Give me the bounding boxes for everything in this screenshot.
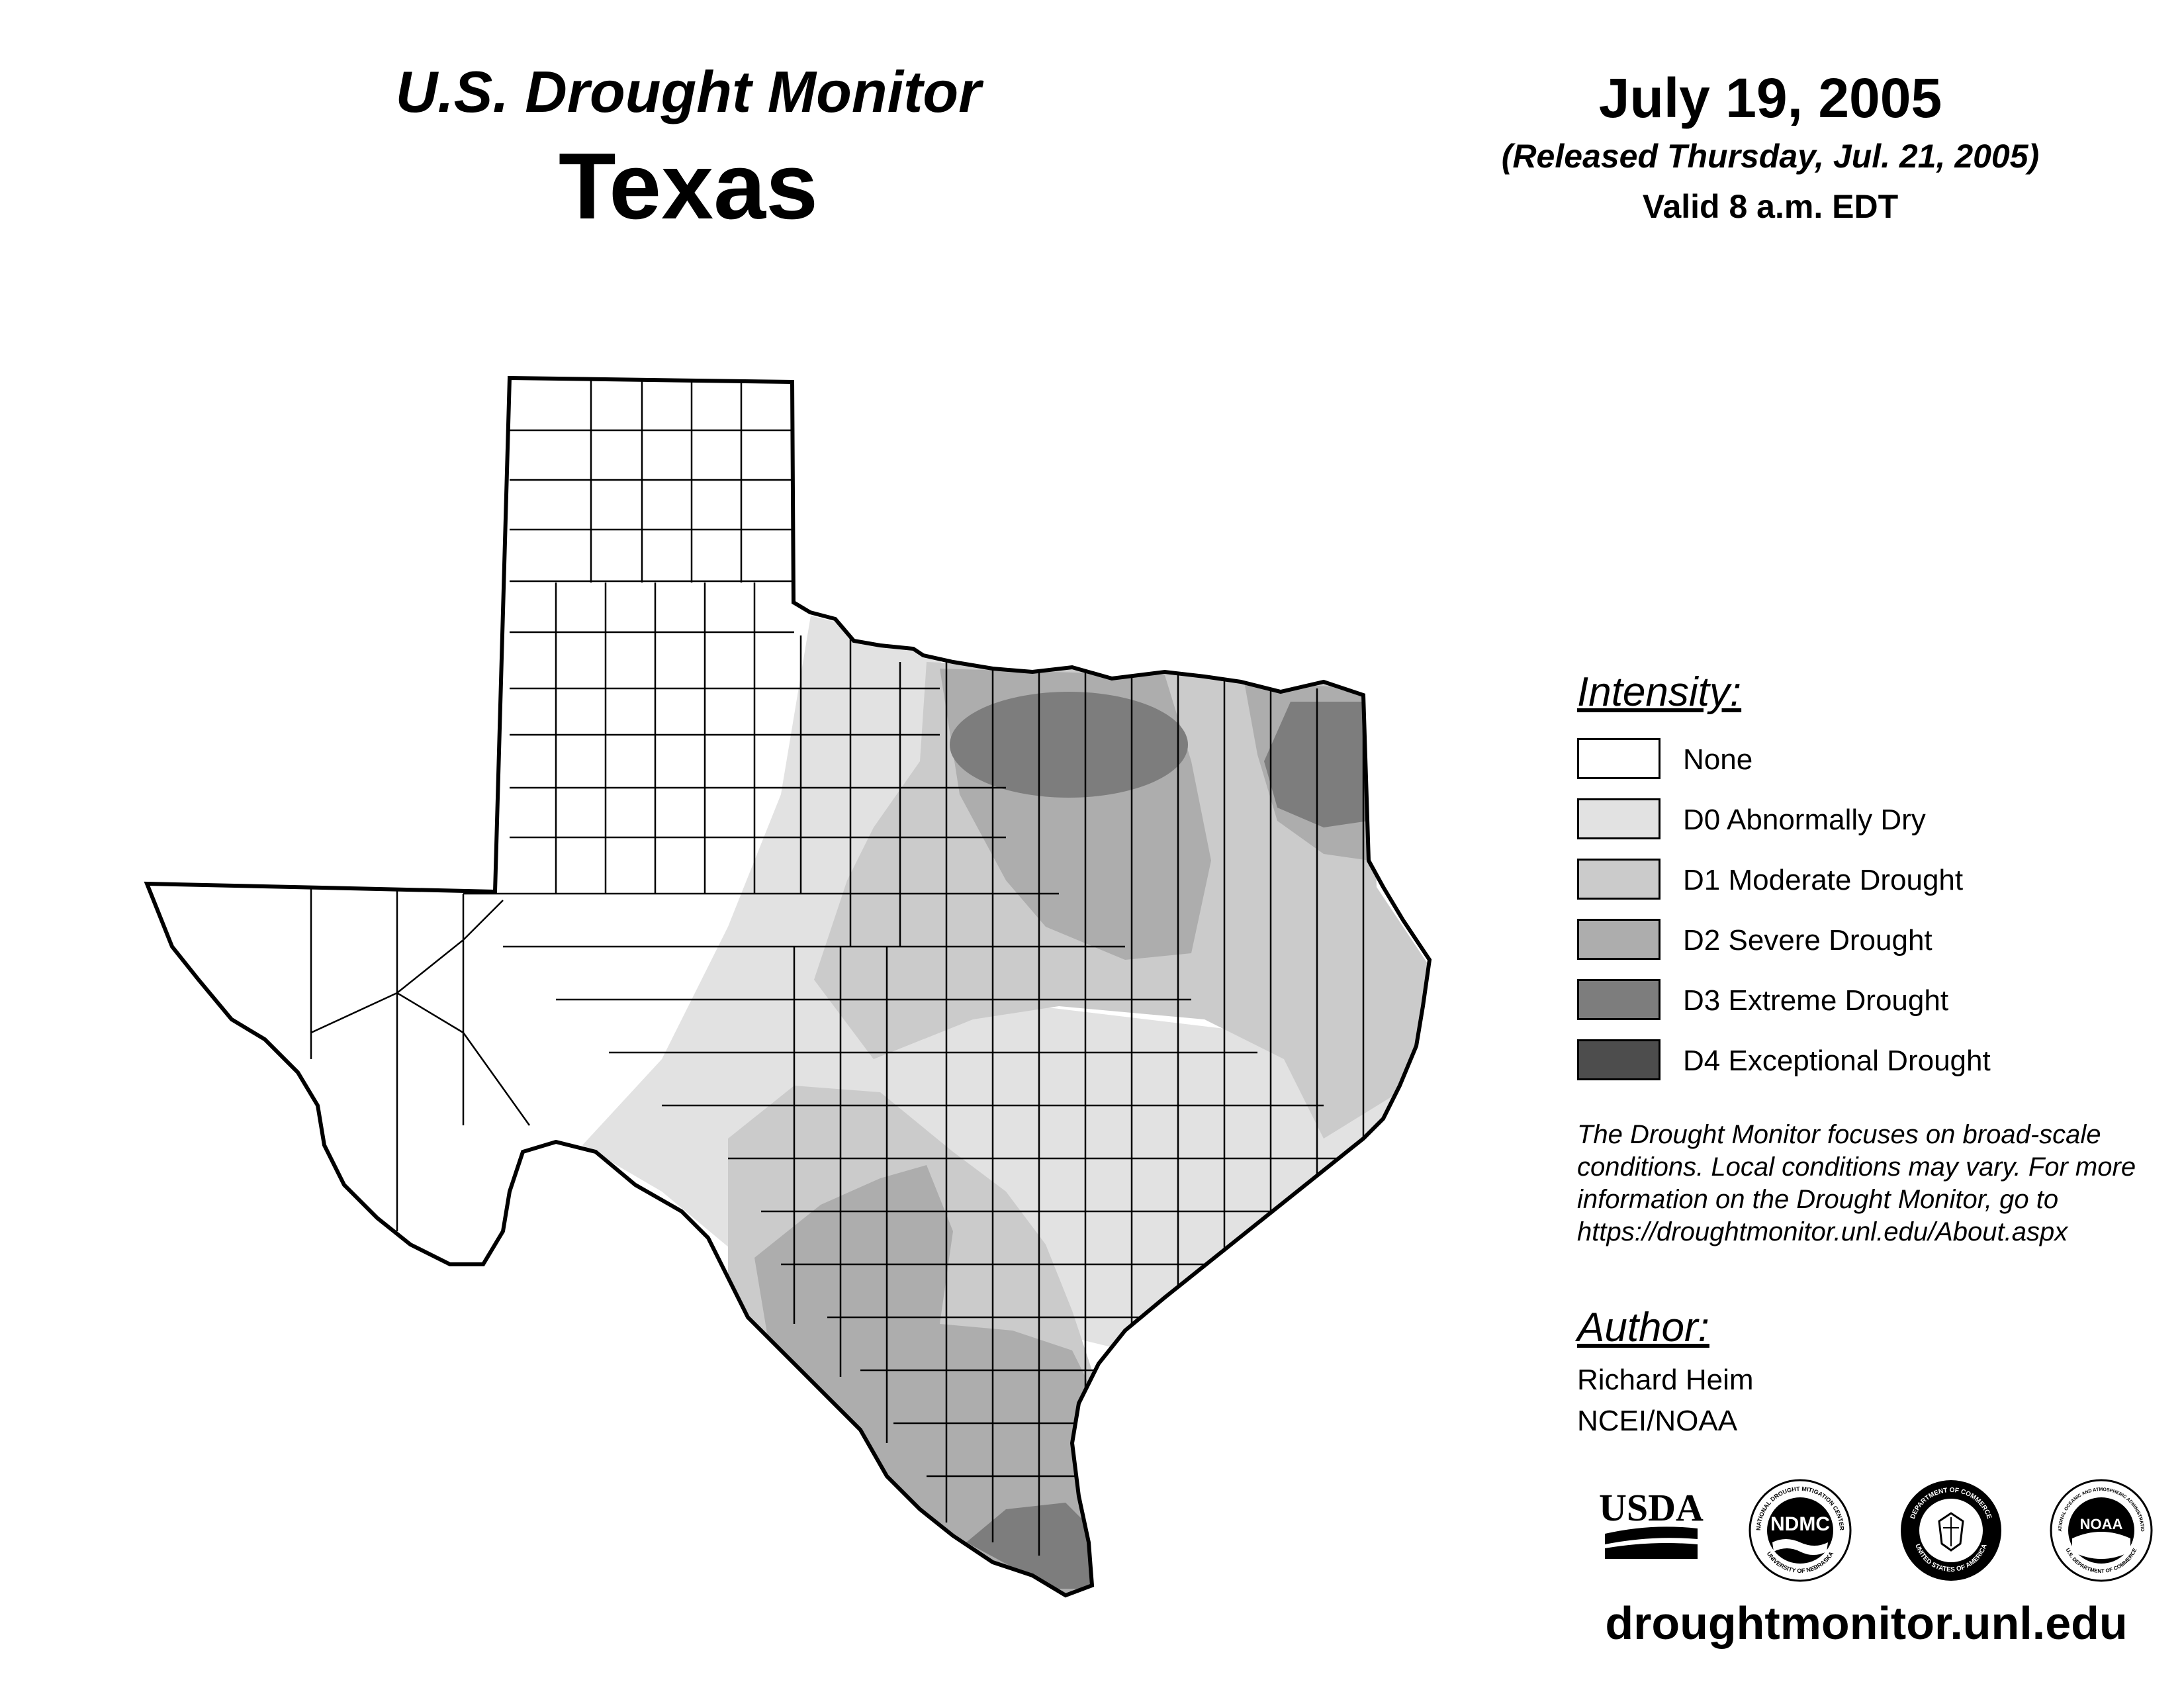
d3-area-north bbox=[950, 692, 1188, 798]
ndmc-logo-text: NDMC bbox=[1770, 1513, 1830, 1535]
legend-label-d3: D3 Extreme Drought bbox=[1683, 984, 1949, 1017]
valid-time: Valid 8 a.m. EDT bbox=[1642, 188, 1899, 225]
texas-drought-map bbox=[0, 0, 1496, 1622]
legend-swatch-d3 bbox=[1577, 979, 1661, 1020]
map-title: U.S. Drought Monitor bbox=[395, 59, 981, 124]
ndmc-logo: NATIONAL DROUGHT MITIGATION CENTER UNIVE… bbox=[1749, 1479, 1852, 1582]
d3-area-lower-valley bbox=[966, 1503, 1092, 1589]
disclaimer-line: conditions. Local conditions may vary. F… bbox=[1577, 1152, 2136, 1182]
disclaimer-line: The Drought Monitor focuses on broad-sca… bbox=[1577, 1120, 2101, 1149]
legend-label-d0: D0 Abnormally Dry bbox=[1683, 804, 1926, 836]
legend-title: Intensity: bbox=[1577, 669, 1742, 715]
author-name: Richard Heim bbox=[1577, 1364, 1754, 1396]
noaa-logo-text: NOAA bbox=[2080, 1516, 2123, 1532]
legend-swatch-d4 bbox=[1577, 1039, 1661, 1080]
region-title: Texas bbox=[558, 134, 819, 239]
county-boundaries bbox=[310, 378, 1365, 1556]
usda-logo-text: USDA bbox=[1599, 1486, 1704, 1529]
legend-label-d1: D1 Moderate Drought bbox=[1683, 864, 1964, 896]
disclaimer-text: The Drought Monitor focuses on broad-sca… bbox=[1577, 1119, 2173, 1248]
legend-label-none: None bbox=[1683, 743, 1753, 776]
legend-swatch-d1 bbox=[1577, 859, 1661, 900]
legend-swatch-d2 bbox=[1577, 919, 1661, 960]
noaa-logo: NATIONAL OCEANIC AND ATMOSPHERIC ADMINIS… bbox=[2048, 1477, 2153, 1582]
commerce-logo: DEPARTMENT OF COMMERCE UNITED STATES OF … bbox=[1901, 1480, 2001, 1581]
legend-label-d2: D2 Severe Drought bbox=[1683, 924, 1933, 957]
legend-swatch-none bbox=[1577, 738, 1661, 779]
map-date: July 19, 2005 bbox=[1598, 67, 1942, 129]
usda-logo: USDA bbox=[1599, 1486, 1704, 1559]
author-title: Author: bbox=[1577, 1305, 1709, 1350]
about-link[interactable]: https://droughtmonitor.unl.edu/About.asp… bbox=[1577, 1217, 2068, 1246]
legend-swatch-d0 bbox=[1577, 798, 1661, 839]
site-url-link[interactable]: droughtmonitor.unl.edu bbox=[1605, 1597, 2128, 1649]
release-date: (Released Thursday, Jul. 21, 2005) bbox=[1501, 138, 2040, 175]
legend-label-d4: D4 Exceptional Drought bbox=[1683, 1045, 1991, 1077]
disclaimer-line: information on the Drought Monitor, go t… bbox=[1577, 1185, 2059, 1214]
author-org: NCEI/NOAA bbox=[1577, 1405, 1738, 1437]
